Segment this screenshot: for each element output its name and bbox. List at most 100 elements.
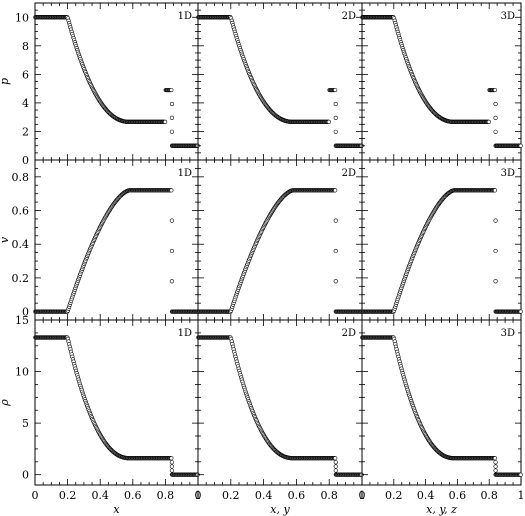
x-tick-label: 0.4 bbox=[91, 489, 109, 502]
x-tick-label: 0.4 bbox=[417, 489, 435, 502]
dimension-label: 1D bbox=[178, 11, 192, 22]
x-tick-label: 0.2 bbox=[385, 489, 403, 502]
data-point bbox=[333, 456, 338, 461]
data-point bbox=[518, 472, 523, 477]
x-tick-label: 1 bbox=[518, 489, 525, 502]
y-tick-label: 0 bbox=[22, 469, 29, 482]
y-tick-label: 0 bbox=[22, 306, 29, 319]
dimension-label: 3D bbox=[501, 168, 515, 179]
data-point bbox=[333, 460, 338, 465]
data-point bbox=[493, 115, 498, 120]
y-tick-label: 6 bbox=[22, 68, 29, 81]
y-tick-label: 0.2 bbox=[12, 272, 30, 285]
data-point bbox=[493, 129, 498, 134]
panel-frame bbox=[361, 2, 522, 161]
dimension-label: 2D bbox=[342, 11, 356, 22]
x-axis-label: x bbox=[113, 503, 120, 516]
panel-frame bbox=[34, 159, 199, 321]
data-point bbox=[333, 129, 338, 134]
data-point bbox=[169, 101, 175, 107]
dimension-label: 3D bbox=[501, 11, 515, 22]
panel-r3-c2: 2D bbox=[196, 319, 364, 486]
data-point bbox=[169, 464, 175, 469]
dimension-label: 1D bbox=[178, 168, 192, 179]
dimension-label: 3D bbox=[501, 328, 515, 339]
data-point bbox=[169, 87, 174, 93]
panel-frame bbox=[197, 319, 363, 486]
data-point bbox=[493, 279, 498, 284]
data-point bbox=[333, 87, 338, 93]
dimension-label: 2D bbox=[342, 328, 356, 339]
panel-r3-c1: 1D bbox=[33, 319, 200, 486]
data-point bbox=[486, 119, 491, 124]
data-point bbox=[518, 143, 523, 148]
data-point bbox=[169, 468, 175, 473]
y-tick-label: 10 bbox=[15, 11, 29, 24]
data-point bbox=[169, 456, 174, 461]
panel-frame bbox=[197, 2, 363, 161]
y-axis-label-row-2: v bbox=[0, 236, 11, 243]
panel-r2-c1: 1D bbox=[33, 159, 200, 321]
x-tick-label: 0 bbox=[195, 489, 202, 502]
x-axis-label: x, y, z bbox=[426, 503, 457, 516]
dimension-label: 2D bbox=[342, 168, 356, 179]
data-point bbox=[492, 87, 498, 93]
data-point bbox=[493, 218, 498, 223]
y-tick-label: 0.6 bbox=[12, 205, 30, 218]
panel-r2-c2: 2D bbox=[196, 159, 364, 321]
panel-r1-c2: 2D bbox=[196, 2, 364, 161]
data-point bbox=[326, 119, 331, 124]
data-point bbox=[169, 218, 175, 223]
data-point bbox=[518, 309, 523, 314]
x-tick-label: 0 bbox=[32, 489, 39, 502]
data-point bbox=[333, 464, 338, 469]
y-axis-label-row-3: ρ bbox=[0, 399, 11, 407]
data-point bbox=[493, 468, 498, 473]
data-point bbox=[333, 468, 338, 473]
panel-frame bbox=[361, 159, 522, 321]
x-tick-label: 0.8 bbox=[320, 489, 338, 502]
x-tick-label: 0.2 bbox=[59, 489, 77, 502]
x-tick-label: 0.8 bbox=[157, 489, 175, 502]
data-point bbox=[493, 460, 498, 465]
dimension-label: 1D bbox=[178, 328, 192, 339]
y-tick-label: 2 bbox=[22, 125, 29, 138]
panel-frame bbox=[34, 2, 199, 161]
panel-r3-c3: 3D bbox=[360, 319, 523, 486]
data-point bbox=[333, 279, 338, 284]
x-tick-label: 1 bbox=[359, 489, 366, 502]
data-point bbox=[169, 460, 175, 465]
x-tick-label: 0.4 bbox=[255, 489, 273, 502]
y-tick-label: 0.4 bbox=[12, 238, 30, 251]
y-tick-label: 8 bbox=[22, 40, 29, 53]
data-point bbox=[333, 115, 338, 120]
x-tick-label: 0.8 bbox=[480, 489, 498, 502]
panel-r1-c1: 1D bbox=[33, 2, 200, 161]
data-point bbox=[169, 129, 175, 134]
data-point bbox=[333, 188, 338, 193]
data-point bbox=[493, 464, 498, 469]
y-tick-label: 4 bbox=[22, 97, 29, 110]
data-point bbox=[169, 279, 175, 284]
data-point bbox=[333, 218, 338, 223]
data-point bbox=[169, 248, 175, 254]
data-point bbox=[493, 101, 498, 107]
panel-r1-c3: 3D bbox=[360, 2, 523, 161]
panel-frame bbox=[34, 319, 199, 486]
y-tick-label: 0 bbox=[22, 154, 29, 167]
x-tick-label: 0.6 bbox=[449, 489, 467, 502]
data-point bbox=[169, 115, 175, 120]
data-point bbox=[492, 456, 498, 461]
data-point bbox=[333, 101, 338, 107]
y-tick-label: 5 bbox=[22, 417, 29, 430]
x-tick-label: 1 bbox=[195, 489, 202, 502]
x-tick-label: 0.6 bbox=[124, 489, 142, 502]
data-point bbox=[333, 248, 338, 254]
y-tick-label: 10 bbox=[15, 366, 29, 379]
x-tick-label: 0 bbox=[359, 489, 366, 502]
data-point bbox=[169, 188, 174, 193]
panel-frame bbox=[197, 159, 363, 321]
data-point bbox=[162, 119, 168, 124]
data-point bbox=[493, 248, 498, 254]
